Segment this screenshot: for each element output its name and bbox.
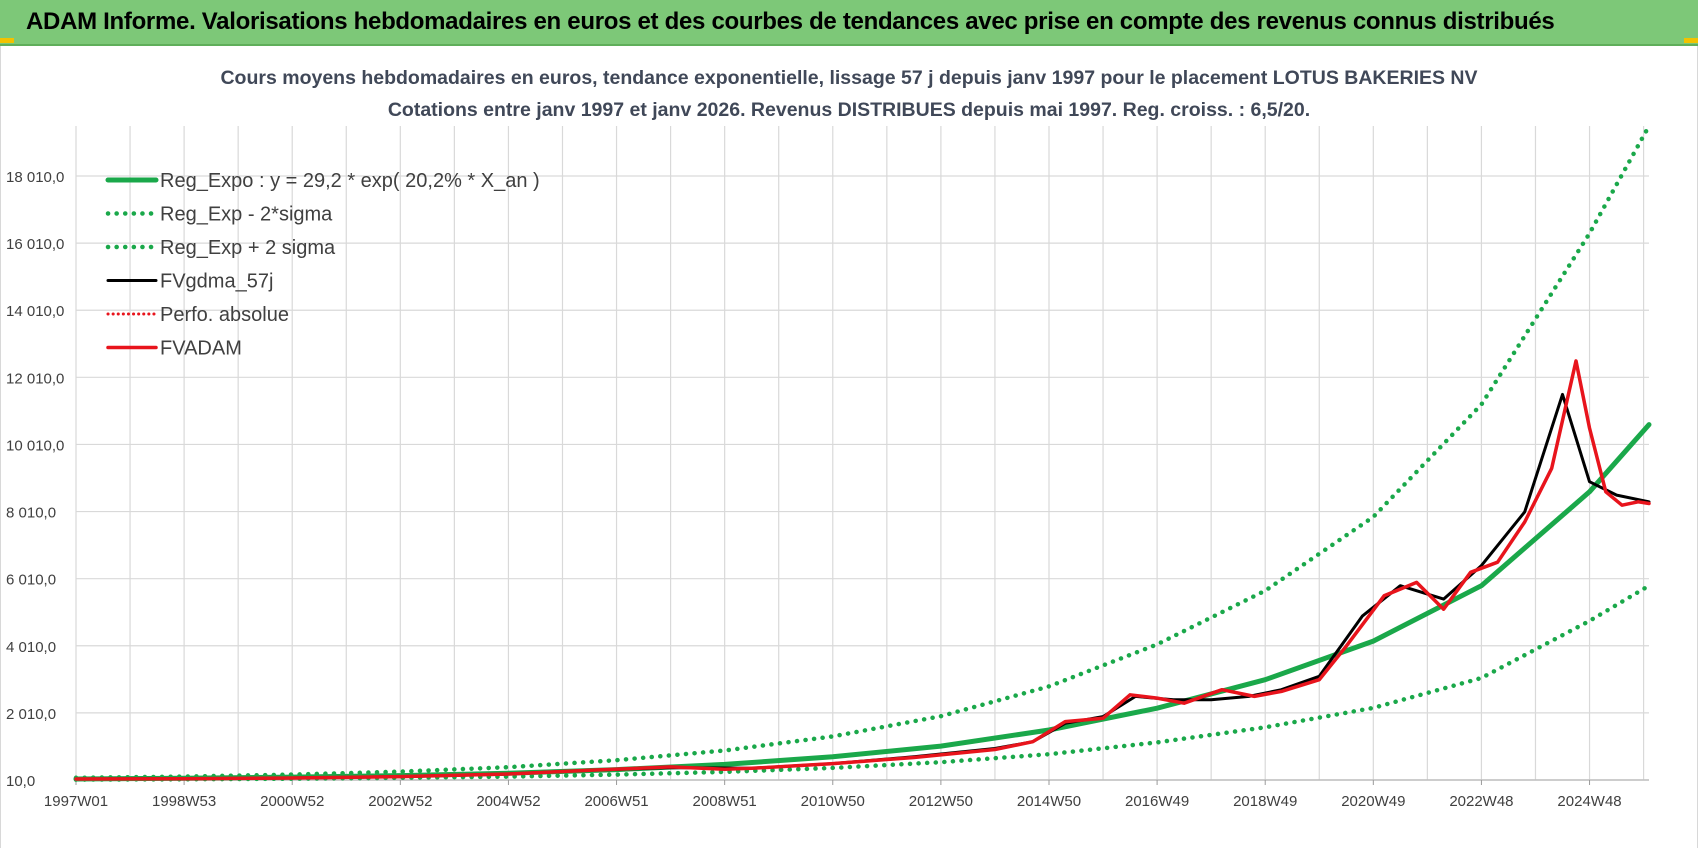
x-tick-label: 2018W49 (1233, 793, 1297, 810)
series-line-dotted-green (73, 583, 1652, 782)
grid-layer (75, 126, 1649, 781)
x-tick-label: 2020W49 (1341, 793, 1405, 810)
legend-label: FVADAM (160, 338, 242, 360)
x-tick-label: 2022W48 (1449, 793, 1513, 810)
x-tick-label: 2010W50 (801, 793, 865, 810)
x-tick-label: 1997W01 (44, 793, 108, 810)
x-tick-label: 1998W53 (152, 793, 216, 810)
chart-frame: Cours moyens hebdomadaires en euros, ten… (0, 46, 1698, 848)
report-title: ADAM Informe. Valorisations hebdomadaire… (26, 8, 1555, 35)
y-axis: 10,0 2 010,0 4 010,0 6 010,0 8 010,0 10 010,0… (6, 169, 64, 790)
y-tick-label: 6 010,0 (6, 572, 56, 589)
legend-label: FVgdma_57j (160, 271, 273, 293)
legend-label: Reg_Exp + 2 sigma (160, 237, 336, 259)
y-tick-label: 2 010,0 (6, 706, 56, 723)
y-tick-label: 16 010,0 (6, 236, 64, 253)
legend-label: Reg_Exp - 2*sigma (160, 204, 333, 226)
y-tick-label: 8 010,0 (6, 505, 56, 522)
x-tick-label: 2008W51 (693, 793, 757, 810)
y-tick-label: 4 010,0 (6, 639, 56, 656)
x-tick-label: 2000W52 (260, 793, 324, 810)
y-tick-label: 10,0 (6, 773, 35, 790)
y-tick-label: 10 010,0 (6, 437, 64, 454)
chart-canvas: Cours moyens hebdomadaires en euros, ten… (6, 67, 1652, 810)
x-axis: 1997W01 1998W53 2000W52 2002W52 2004W52 2006W… (44, 780, 1622, 810)
x-tick-label: 2016W49 (1125, 793, 1189, 810)
chart-title-line-1: Cours moyens hebdomadaires en euros, ten… (220, 67, 1477, 89)
legend-label: Perfo. absolue (160, 304, 289, 326)
y-tick-label: 12 010,0 (6, 370, 64, 387)
chart-legend: Reg_Expo : y = 29,2 * exp( 20,2% * X_an … (105, 170, 540, 360)
series-line-solid-green (73, 422, 1652, 782)
chart-title-line-2: Cotations entre janv 1997 et janv 2026. … (388, 99, 1310, 121)
legend-label: Reg_Expo : y = 29,2 * exp( 20,2% * X_an … (160, 170, 540, 192)
series-layer (73, 123, 1652, 782)
y-tick-label: 18 010,0 (6, 169, 64, 186)
x-tick-label: 2006W51 (584, 793, 648, 810)
y-tick-label: 14 010,0 (6, 303, 64, 320)
x-tick-label: 2014W50 (1017, 793, 1081, 810)
series-line-solid-black (74, 392, 1651, 781)
x-tick-label: 2024W48 (1557, 793, 1621, 810)
corner-marker (0, 38, 14, 43)
x-tick-label: 2004W52 (476, 793, 540, 810)
x-tick-label: 2012W50 (909, 793, 973, 810)
corner-marker (1684, 38, 1698, 43)
report-banner: ADAM Informe. Valorisations hebdomadaire… (0, 0, 1698, 46)
series-line-dotted-green (73, 123, 1652, 781)
series-line-solid-red (74, 359, 1651, 781)
x-tick-label: 2002W52 (368, 793, 432, 810)
